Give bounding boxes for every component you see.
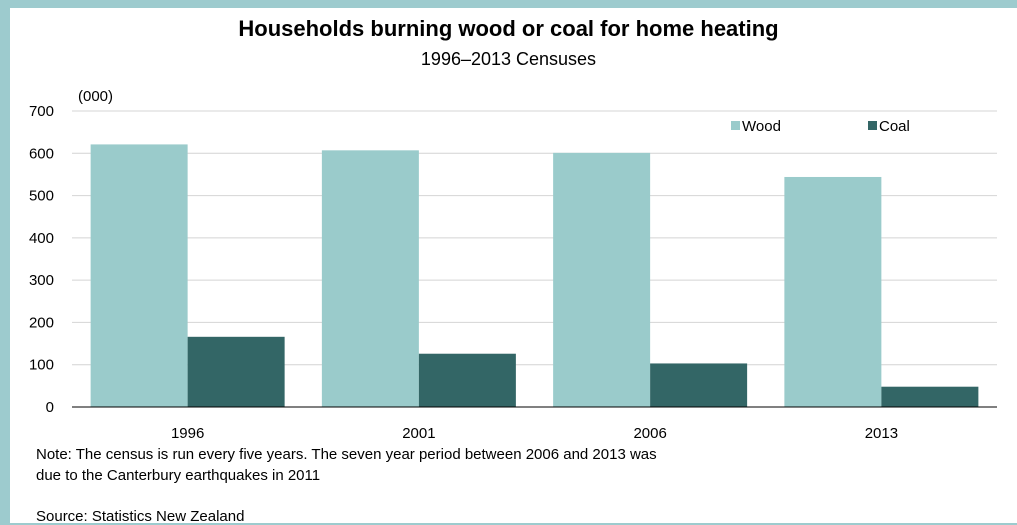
chart-title: Households burning wood or coal for home… xyxy=(238,16,779,41)
bar-coal-2006 xyxy=(650,363,748,407)
y-tick-label: 600 xyxy=(29,145,54,162)
bar-wood-2006 xyxy=(553,152,651,407)
chart-source: Source: Statistics New Zealand xyxy=(36,508,245,525)
bar-wood-1996 xyxy=(90,144,188,408)
x-tick-label: 2006 xyxy=(633,425,666,440)
chart-subtitle: 1996–2013 Censuses xyxy=(420,49,597,69)
y-axis-unit: (000) xyxy=(78,88,113,105)
x-tick-label: 1996 xyxy=(171,425,204,440)
y-tick-label: 300 xyxy=(29,272,54,289)
bar-chart: 0 100 200 300 400 500 600 700 (000) 1996 2001 2006 2… xyxy=(29,88,997,440)
legend-label-wood: Wood xyxy=(742,118,781,135)
x-tick-label: 2001 xyxy=(402,425,435,440)
bar-wood-2013 xyxy=(784,176,882,407)
y-tick-label: 100 xyxy=(29,357,54,374)
y-tick-label: 200 xyxy=(29,314,54,331)
chart-note: Note: The census is run every five years… xyxy=(36,446,657,484)
bar-coal-1996 xyxy=(187,336,285,407)
legend-label-coal: Coal xyxy=(879,118,910,135)
legend-swatch-wood xyxy=(731,121,740,130)
y-tick-label: 0 xyxy=(46,399,54,416)
x-tick-label: 2013 xyxy=(865,425,898,440)
legend-swatch-coal xyxy=(868,121,877,130)
y-tick-label: 400 xyxy=(29,230,54,247)
bar-coal-2001 xyxy=(418,353,516,407)
y-tick-label: 500 xyxy=(29,188,54,205)
y-tick-label: 700 xyxy=(29,103,54,120)
bar-wood-2001 xyxy=(321,150,419,407)
bar-coal-2013 xyxy=(881,386,979,407)
